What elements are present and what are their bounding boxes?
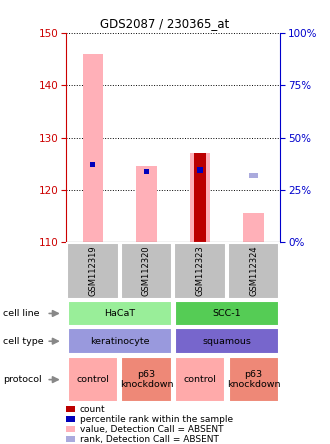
FancyBboxPatch shape	[174, 243, 226, 298]
Bar	[190, 153, 210, 242]
Text: GSM112323: GSM112323	[196, 246, 205, 296]
Bar	[249, 173, 258, 178]
Text: p63
knockdown: p63 knockdown	[227, 370, 280, 389]
Bar	[244, 213, 264, 242]
Text: GSM112324: GSM112324	[249, 246, 258, 296]
Text: HaCaT: HaCaT	[104, 309, 135, 318]
Bar	[66, 426, 75, 432]
FancyBboxPatch shape	[175, 329, 279, 354]
Text: GDS2087 / 230365_at: GDS2087 / 230365_at	[100, 17, 230, 30]
Text: cell line: cell line	[3, 309, 40, 318]
Bar	[136, 166, 157, 242]
Text: SCC-1: SCC-1	[213, 309, 241, 318]
Text: GSM112319: GSM112319	[88, 246, 97, 296]
FancyBboxPatch shape	[228, 243, 280, 298]
FancyBboxPatch shape	[121, 357, 172, 402]
Bar	[90, 162, 95, 167]
Text: p63
knockdown: p63 knockdown	[120, 370, 173, 389]
Text: percentile rank within the sample: percentile rank within the sample	[80, 415, 233, 424]
FancyBboxPatch shape	[67, 243, 118, 298]
Bar	[194, 153, 206, 242]
Bar	[66, 436, 75, 442]
Text: keratinocyte: keratinocyte	[90, 337, 149, 346]
Bar	[197, 167, 203, 173]
FancyBboxPatch shape	[68, 329, 172, 354]
FancyBboxPatch shape	[68, 357, 118, 402]
Bar	[66, 416, 75, 422]
Text: squamous: squamous	[202, 337, 251, 346]
Bar	[144, 169, 149, 174]
FancyBboxPatch shape	[121, 243, 172, 298]
Bar	[66, 406, 75, 412]
Text: control: control	[76, 375, 109, 384]
Text: control: control	[183, 375, 216, 384]
Text: cell type: cell type	[3, 337, 44, 346]
Text: GSM112320: GSM112320	[142, 246, 151, 296]
Text: protocol: protocol	[3, 375, 42, 384]
Bar	[82, 54, 103, 242]
FancyBboxPatch shape	[175, 357, 225, 402]
FancyBboxPatch shape	[175, 301, 279, 326]
FancyBboxPatch shape	[229, 357, 279, 402]
FancyBboxPatch shape	[68, 301, 172, 326]
Text: count: count	[80, 404, 105, 413]
Text: value, Detection Call = ABSENT: value, Detection Call = ABSENT	[80, 424, 223, 433]
Text: rank, Detection Call = ABSENT: rank, Detection Call = ABSENT	[80, 435, 218, 444]
